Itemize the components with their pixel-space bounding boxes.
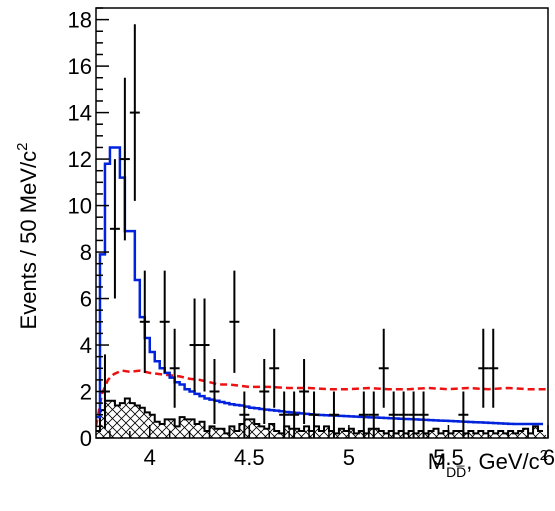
data-point [408, 391, 419, 438]
data-point [229, 270, 240, 373]
x-axis-title-text: M [428, 449, 446, 474]
y-tick-label: 14 [68, 101, 92, 126]
data-point [388, 391, 399, 438]
data-point [169, 328, 180, 408]
data-point [279, 391, 290, 438]
y-axis-title-sup: 2 [14, 143, 31, 151]
red-dashed-curve [96, 369, 548, 427]
y-tick-label: 16 [68, 54, 92, 79]
data-point [129, 24, 140, 201]
data-point [289, 391, 300, 438]
data-point [398, 391, 409, 438]
x-tick-label: 5 [343, 445, 355, 470]
data-point [139, 270, 150, 373]
x-axis-title-sup: 2 [540, 447, 548, 464]
data-point [209, 358, 220, 425]
data-point [328, 391, 339, 438]
x-tick-label: 4 [144, 445, 156, 470]
data-point [299, 358, 310, 425]
data-point [199, 298, 210, 392]
y-tick-label: 4 [80, 333, 92, 358]
data-point [159, 270, 170, 373]
y-tick-label: 12 [68, 147, 92, 172]
data-point [109, 159, 120, 299]
y-tick-label: 10 [68, 194, 92, 219]
data-point [189, 298, 200, 392]
x-axis-title: MDD̅, GeV/c2 [428, 447, 548, 480]
plot-background [96, 8, 548, 438]
y-tick-label: 2 [80, 380, 92, 405]
x-axis-title-unit: , GeV/c [466, 449, 539, 474]
data-point [309, 391, 320, 438]
y-axis-title-text: Events / 50 MeV/c [16, 151, 41, 330]
data-point [378, 328, 389, 408]
data-point [418, 391, 429, 438]
x-tick-label: 6 [543, 445, 555, 470]
plot-area [96, 8, 548, 438]
hatch-outline [96, 397, 544, 435]
x-tick-label: 5.5 [433, 445, 464, 470]
data-point [478, 328, 489, 408]
data-point [488, 328, 499, 408]
x-axis-title-sub: DD̅ [446, 464, 466, 480]
y-tick-label: 6 [80, 287, 92, 312]
y-tick-label: 8 [80, 240, 92, 265]
plot-frame [95, 7, 549, 439]
y-tick-label: 0 [80, 426, 92, 451]
x-tick-label: 4.5 [234, 445, 265, 470]
data-points [99, 24, 499, 438]
tick-labels: 4 4.5 5 5.5 6 0 2 4 6 8 10 12 14 16 18 [68, 8, 555, 470]
axes [95, 7, 549, 439]
data-point [119, 77, 130, 241]
data-point [358, 391, 369, 438]
data-point [259, 358, 270, 425]
red-dashed-line [96, 369, 548, 427]
data-point [269, 328, 280, 408]
data-point [458, 391, 469, 438]
data-point [239, 391, 250, 438]
data-point [368, 391, 379, 438]
y-axis-title: Events / 50 MeV/c2 [14, 143, 41, 330]
background-hatched-histogram [96, 397, 548, 438]
y-tick-label: 18 [68, 8, 92, 33]
